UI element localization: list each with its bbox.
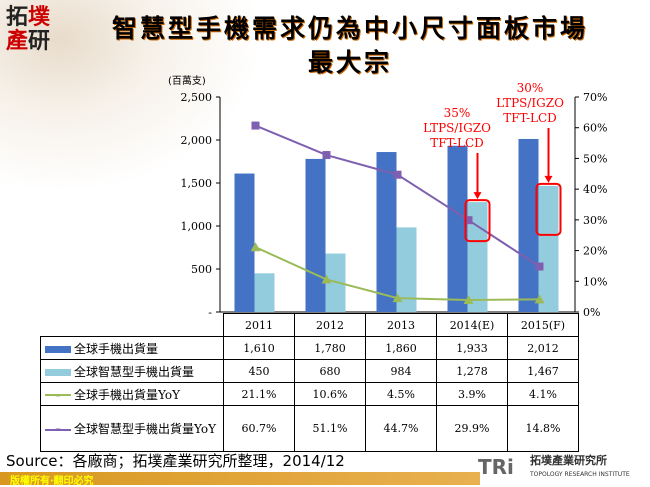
right-tick-label: 70% [583, 91, 607, 104]
org-cn: 拓墣產業研究所 [530, 454, 607, 467]
table-cell: 14.8% [507, 405, 579, 452]
data-table: 2011 2012 2013 2014(E) 2015(F) 全球手機出貨量 1,610 1… [40, 313, 579, 452]
left-tick-label: 1,500 [181, 177, 213, 190]
right-tick-label: 50% [583, 152, 607, 165]
tri-logo: TRi [478, 455, 514, 479]
table-row: 全球智慧型手機出貨量 450 680 984 1,278 1,467 [40, 359, 579, 383]
copyright-text: 版權所有‧翻印必究 [10, 476, 94, 487]
table-cell: 29.9% [436, 405, 508, 452]
table-row: 全球智慧型手機出貨量YoY 60.7% 51.1% 44.7% 29.9% 14.8% [40, 405, 579, 452]
page-title: 智慧型手機需求仍為中小尺寸面板市場 最大宗 [90, 12, 610, 80]
left-tick-label: 500 [191, 263, 212, 276]
left-tick-label: 1,000 [181, 220, 213, 233]
bar-total [234, 173, 255, 312]
table-cell: 1,610 [223, 336, 295, 360]
legend-cell: 全球手機出貨量YoY [40, 382, 224, 406]
table-cell: 1,860 [365, 336, 437, 360]
table-cell: 1,467 [507, 359, 579, 383]
right-tick-label: 60% [583, 122, 607, 135]
right-tick-label: 40% [583, 183, 607, 196]
bar-total [447, 145, 468, 312]
title-line-2: 最大宗 [307, 48, 392, 77]
marker-triangle [250, 242, 261, 252]
table-header-cell: 2014(E) [436, 313, 508, 337]
annotation-text: 30% [517, 81, 544, 95]
table-cell: 44.7% [365, 405, 437, 452]
title-line-1: 智慧型手機需求仍為中小尺寸面板市場 [111, 14, 588, 43]
marker-triangle [321, 274, 332, 284]
table-cell: 680 [294, 359, 366, 383]
marker-triangle [392, 293, 403, 303]
legend-label: 全球手機出貨量 [74, 341, 159, 356]
marker-triangle [463, 295, 474, 305]
right-tick-label: 20% [583, 245, 607, 258]
table-header-cell: 2013 [365, 313, 437, 337]
table-header-cell: 2012 [294, 313, 366, 337]
annotation-text: TFT-LCD [503, 111, 557, 125]
legend-swatch [45, 426, 71, 433]
table-cell: 10.6% [294, 382, 366, 406]
table-cell: 1,933 [436, 336, 508, 360]
bar-total [305, 158, 326, 312]
annotation-text: TFT-LCD [430, 136, 484, 150]
marker-square [322, 151, 331, 160]
left-tick-label: 2,000 [181, 134, 213, 147]
table-cell: 21.1% [223, 382, 295, 406]
marker-square [535, 262, 544, 271]
right-tick-label: 10% [583, 275, 607, 288]
org-name: 拓墣產業研究所 TOPOLOGY RESEARCH INSTITUTE [530, 455, 630, 481]
table-cell: 1,278 [436, 359, 508, 383]
table-row: 全球手機出貨量YoY 21.1% 10.6% 4.5% 3.9% 4.1% [40, 382, 579, 406]
table-cell: 4.5% [365, 382, 437, 406]
copyright-bar: 版權所有‧翻印必究 [0, 472, 480, 487]
annotation-text: LTPS/IGZO [423, 121, 491, 135]
marker-square [393, 170, 402, 179]
legend-swatch [45, 345, 71, 353]
bar-smartphone [396, 227, 417, 312]
table-cell: 4.1% [507, 382, 579, 406]
org-en: TOPOLOGY RESEARCH INSTITUTE [530, 471, 630, 478]
right-tick-label: 0% [583, 306, 600, 319]
marker-square [464, 216, 473, 225]
table-row: 全球手機出貨量 1,610 1,780 1,860 1,933 2,012 [40, 336, 579, 360]
marker-triangle [534, 294, 545, 304]
bar-smartphone [254, 273, 275, 312]
annotation-text: 35% [444, 106, 471, 120]
bar-total [376, 152, 397, 312]
brand-text: TRi [478, 455, 514, 479]
table-cell: 984 [365, 359, 437, 383]
legend-cell: 全球智慧型手機出貨量 [40, 359, 224, 383]
left-tick-label: 2,500 [181, 91, 213, 104]
logo: 拓墣 產研 [6, 5, 51, 54]
marker-square [251, 121, 260, 130]
table-cell: 60.7% [223, 405, 295, 452]
legend-label: 全球智慧型手機出貨量 [74, 364, 195, 379]
legend-label: 全球手機出貨量YoY [74, 387, 181, 402]
table-header-row: 2011 2012 2013 2014(E) 2015(F) [41, 313, 579, 337]
legend-cell: 全球智慧型手機出貨量YoY [40, 405, 224, 452]
source-note: Source：各廠商；拓墣產業研究所整理，2014/12 [6, 452, 345, 470]
chart: - 500 1,000 1,500 2,000 2,500 0% 10% 20% 30% 40% 50… [181, 81, 608, 319]
annotation-highlight [464, 199, 491, 243]
legend-swatch [45, 368, 71, 376]
annotation-text: LTPS/IGZO [496, 96, 564, 110]
table-header-cell: 2015(F) [507, 313, 579, 337]
table-header-cell: 2011 [223, 313, 295, 337]
table-cell: 51.1% [294, 405, 366, 452]
bar-total [518, 138, 539, 312]
right-tick-label: 30% [583, 214, 607, 227]
legend-swatch [45, 391, 71, 399]
table-cell: 3.9% [436, 382, 508, 406]
table-cell: 2,012 [507, 336, 579, 360]
arrow-head [544, 175, 553, 183]
annotation-highlight [535, 182, 562, 236]
left-tick-label: - [208, 306, 212, 319]
bar-smartphone [538, 185, 559, 312]
table-cell: 1,780 [294, 336, 366, 360]
table-cell: 450 [223, 359, 295, 383]
legend-label: 全球智慧型手機出貨量YoY [74, 422, 217, 436]
arrow-head [473, 192, 482, 200]
unit-label: (百萬支) [168, 76, 206, 87]
legend-cell: 全球手機出貨量 [40, 336, 224, 360]
